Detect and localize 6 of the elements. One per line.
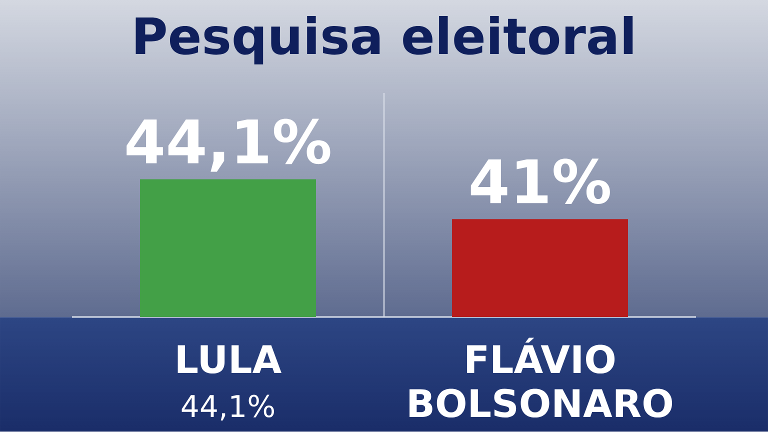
chart-title: Pesquisa eleitoral xyxy=(136,16,633,64)
x-tick-label: FLÁVIO BOLSONARO xyxy=(410,338,672,418)
data-label: 41% xyxy=(470,158,610,204)
data-label: 44,1% xyxy=(126,118,330,172)
text: 44,1% xyxy=(182,394,274,420)
x-tick-label: LULA xyxy=(178,345,282,374)
